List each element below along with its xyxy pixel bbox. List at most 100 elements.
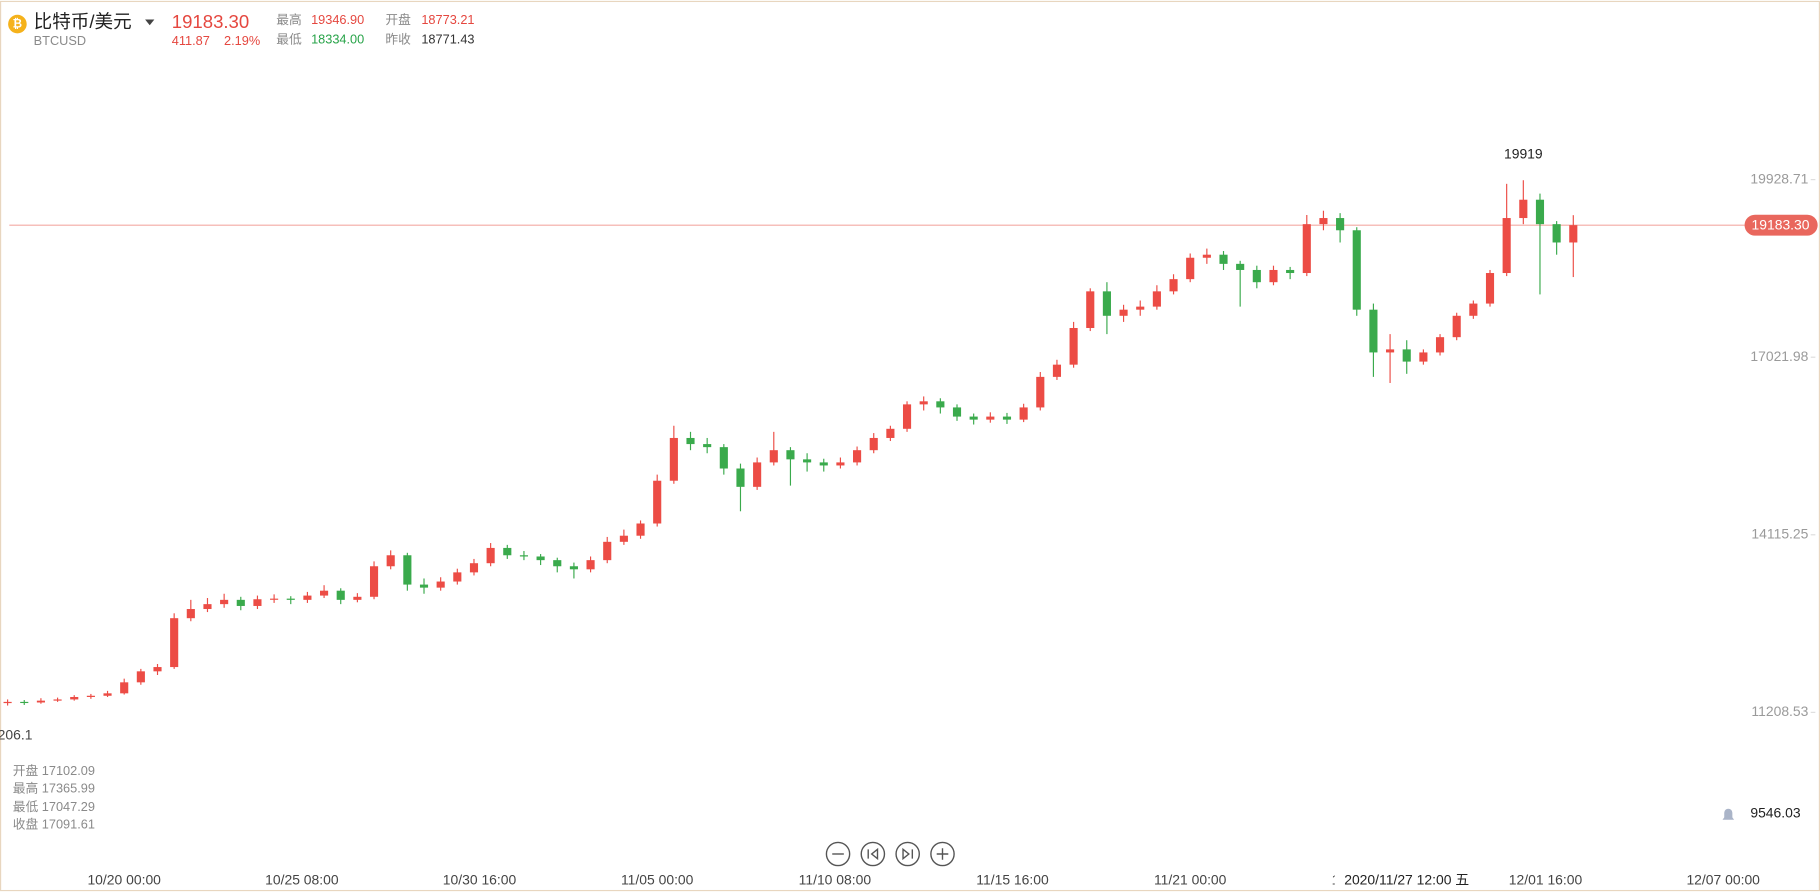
candle-body [220, 599, 229, 605]
candle-body [536, 556, 545, 561]
min-label: 11206.1 [0, 726, 33, 742]
info-value: 17047.29 [42, 799, 95, 814]
nav-buttons [825, 841, 955, 867]
x-tick-label: 10/25 08:00 [265, 871, 339, 887]
candle-body [853, 450, 862, 463]
candle-body [1152, 291, 1161, 307]
candle-body [3, 701, 12, 704]
candle-body [1252, 269, 1261, 283]
candle-body [53, 699, 62, 701]
candle-body [1086, 291, 1095, 329]
candle-body [869, 437, 878, 451]
candle-body [1485, 273, 1495, 304]
x-tick-label: 12/01 16:00 [1509, 871, 1583, 887]
candle-body [469, 563, 479, 573]
candle-body [1002, 416, 1012, 420]
candle-body [719, 447, 728, 469]
candle-body [952, 407, 962, 417]
candle-body [553, 560, 562, 567]
candle-body [303, 595, 312, 600]
candle-body [969, 416, 978, 420]
candle-body [1119, 309, 1128, 316]
x-tick-label: 10/30 16:00 [443, 871, 517, 887]
candle-body [1352, 230, 1361, 310]
candle-body [86, 695, 95, 697]
candle-body [1219, 254, 1228, 264]
candle-body [336, 590, 345, 600]
candle-body [1402, 349, 1411, 362]
candle-body [203, 604, 212, 610]
candle-body [569, 566, 578, 570]
dropdown[interactable] [145, 19, 155, 26]
stat-value: 18334.00 [311, 32, 364, 47]
candle-body [236, 599, 245, 606]
stat-label: 最低 [276, 32, 302, 47]
candle-body [419, 584, 429, 588]
stat-label: 开盘 [385, 12, 411, 27]
icon [867, 847, 879, 861]
info-label: 开盘 [13, 763, 39, 778]
stat-value: 19346.90 [311, 12, 364, 27]
candle-body [803, 459, 812, 463]
candle-body [703, 444, 712, 448]
candle-body [1336, 218, 1345, 231]
candle-body [1419, 352, 1428, 362]
candle-body [886, 428, 895, 438]
coin-glyph: ₿ [13, 18, 22, 31]
candle-body [20, 701, 29, 704]
candle-body [1269, 269, 1278, 283]
candle-body [1369, 309, 1378, 353]
candle-body [1036, 376, 1045, 408]
candle-body [653, 480, 662, 524]
candle-body [519, 555, 529, 557]
icon [936, 848, 949, 860]
candle-body [286, 598, 295, 600]
candle-body [36, 700, 45, 703]
alert-price: 9546.03 [1750, 805, 1801, 821]
y-tick-label: 11208.53 [1751, 703, 1808, 719]
candle-body [1102, 291, 1111, 316]
candle-body [403, 555, 412, 585]
candle-body [1236, 263, 1245, 270]
stat-value: 18773.21 [421, 12, 474, 27]
candle-body [919, 401, 928, 405]
candle-body [186, 609, 195, 619]
stat-label: 昨收 [385, 32, 411, 47]
candle-body [320, 590, 329, 596]
icon [902, 847, 914, 861]
candle-body [136, 671, 145, 683]
info-box: 开盘 17102.09 最高 17365.99 最低 17047.29 收盘 17091… [13, 763, 95, 831]
crosshair-box [1334, 870, 1479, 890]
candle-body [1452, 315, 1461, 338]
stat-value: 18771.43 [421, 32, 474, 47]
crosshair-label: 2020/11/27 12:00 五 [1344, 871, 1469, 887]
candle-body [170, 618, 179, 668]
candle-body [253, 599, 262, 606]
candle-body [120, 682, 129, 694]
stat-label: 最高 [276, 12, 302, 27]
candle-body [986, 416, 995, 420]
y-tick-label: 19928.71 [1750, 170, 1808, 186]
candle-body [386, 555, 395, 567]
candle-body [636, 523, 645, 536]
candle-body [1502, 218, 1511, 274]
x-tick-label: 12/07 00:00 [1686, 871, 1760, 887]
candle-body [486, 547, 495, 564]
candle-body [936, 401, 945, 408]
candle-body [1169, 279, 1178, 292]
coin-icon [8, 14, 27, 34]
info-label: 收盘 [13, 816, 39, 831]
info-value: 17091.61 [42, 816, 95, 831]
change: 411.87 [172, 33, 210, 48]
candle-body [153, 667, 162, 672]
candle-body [603, 541, 612, 561]
candle-body [70, 696, 79, 700]
candle-body [1202, 254, 1211, 258]
candle-body [686, 437, 695, 445]
x-tick-label: 11/21 00:00 [1154, 871, 1227, 887]
candle-body [453, 572, 462, 582]
candle-body [1435, 337, 1445, 353]
symbol-title: 比特币/美元 [34, 11, 132, 32]
y-tick-label: 17021.98 [1750, 348, 1808, 364]
candle-body [1569, 225, 1578, 243]
